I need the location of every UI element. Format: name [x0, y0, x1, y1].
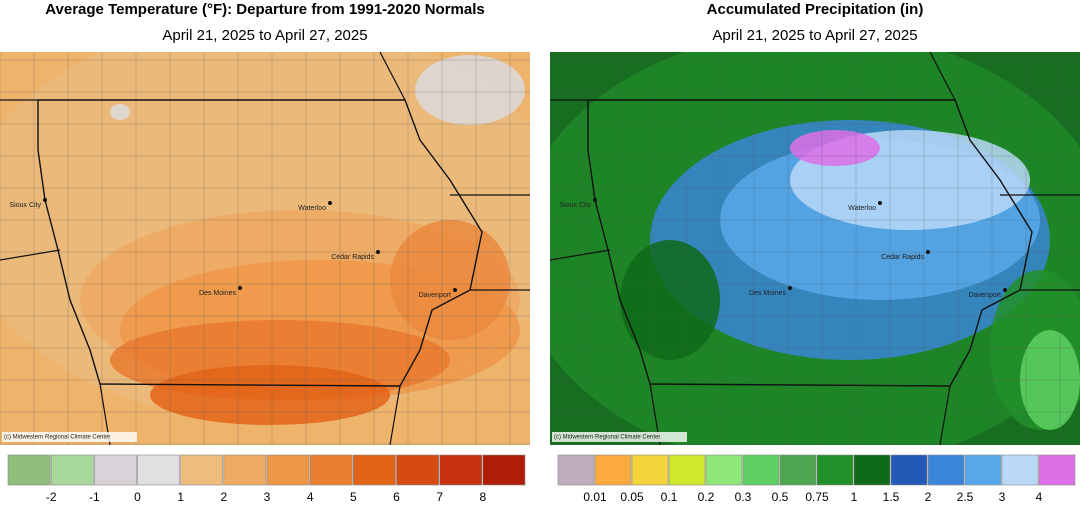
legend-label: 1.5 — [883, 490, 900, 504]
legend-swatch — [50, 454, 94, 486]
legend-swatch — [853, 454, 891, 486]
city-dot — [376, 250, 380, 254]
map-title: Average Temperature (°F): Departure from… — [45, 1, 485, 18]
shaded-area — [790, 130, 880, 166]
state-border — [37, 99, 483, 387]
map-panel: Accumulated Precipitation (in) April 21, … — [550, 1, 1080, 504]
map-title: Accumulated Precipitation (in) — [707, 1, 924, 18]
city-dot — [238, 286, 242, 290]
legend-label: 4 — [1036, 490, 1043, 504]
city-dot — [453, 288, 457, 292]
legend-label: 1 — [851, 490, 858, 504]
legend-swatch — [816, 454, 854, 486]
legend-label: 2 — [220, 490, 227, 504]
city-label: Des Moines — [199, 290, 236, 297]
legend-swatch — [266, 454, 310, 486]
legend-label: -1 — [89, 490, 100, 504]
legend-label: 0.01 — [583, 490, 607, 504]
legend-label: 0.05 — [620, 490, 644, 504]
shaded-area — [415, 55, 525, 125]
legend-swatch — [180, 454, 224, 486]
credit: (c) Midwestern Regional Climate Center — [554, 435, 660, 441]
map-panel: Average Temperature (°F): Departure from… — [0, 1, 530, 504]
legend-swatch — [309, 454, 353, 486]
state-border — [587, 99, 1033, 387]
legend-label: 0.3 — [735, 490, 752, 504]
city-dot — [593, 198, 597, 202]
legend-label: 2 — [925, 490, 932, 504]
legend-swatch — [668, 454, 706, 486]
map — [550, 52, 1080, 445]
shaded-area — [150, 365, 390, 425]
legend-swatch — [223, 454, 267, 486]
legend-swatch — [1038, 454, 1076, 486]
legend-label: 0.5 — [772, 490, 789, 504]
state-border — [0, 249, 61, 261]
city-dot — [788, 286, 792, 290]
city-label: Davenport — [969, 292, 1001, 299]
legend-swatch — [94, 454, 137, 486]
legend-swatch — [594, 454, 632, 486]
shaded-area — [110, 104, 130, 120]
state-border — [939, 385, 951, 445]
credit: (c) Midwestern Regional Climate Center — [4, 435, 110, 441]
city-label: Waterloo — [298, 205, 326, 212]
city-label: Cedar Rapids — [881, 254, 924, 261]
legend-swatch — [482, 454, 526, 486]
city-dot — [878, 201, 882, 205]
legend-label: 7 — [436, 490, 443, 504]
legend-label: 2.5 — [957, 490, 974, 504]
legend-swatch — [964, 454, 1002, 486]
city-label: Davenport — [419, 292, 451, 299]
city-label: Sioux City — [9, 202, 41, 209]
credit-box — [552, 432, 687, 442]
legend-label: 6 — [393, 490, 400, 504]
legend-swatch — [1001, 454, 1039, 486]
state-border — [379, 52, 406, 101]
legend-swatch — [439, 454, 483, 486]
legend-swatch — [396, 454, 439, 486]
map — [0, 52, 530, 445]
city-label: Cedar Rapids — [331, 254, 374, 261]
legend-swatch — [705, 454, 743, 486]
legend-swatch — [353, 454, 396, 486]
map-subtitle: April 21, 2025 to April 27, 2025 — [712, 27, 917, 44]
legend-swatch — [742, 454, 780, 486]
legend-label: 0 — [134, 490, 141, 504]
credit-box — [2, 432, 137, 442]
legend-swatch — [890, 454, 928, 486]
city-dot — [43, 198, 47, 202]
legend-swatch — [927, 454, 965, 486]
city-dot — [926, 250, 930, 254]
city-dot — [1003, 288, 1007, 292]
map-subtitle: April 21, 2025 to April 27, 2025 — [162, 27, 367, 44]
legend-label: 0.1 — [661, 490, 678, 504]
state-border — [929, 52, 956, 101]
legend-label: 8 — [479, 490, 486, 504]
state-border — [389, 385, 401, 445]
city-label: Sioux City — [559, 202, 591, 209]
legend-swatch — [779, 454, 817, 486]
legend-swatch — [7, 454, 51, 486]
legend-label: 5 — [350, 490, 357, 504]
legend-swatch — [557, 454, 595, 486]
legend-swatch — [137, 454, 180, 486]
legend-label: 0.75 — [805, 490, 829, 504]
city-dot — [328, 201, 332, 205]
state-border — [550, 249, 611, 261]
legend-label: -2 — [46, 490, 57, 504]
legend-label: 4 — [307, 490, 314, 504]
shaded-area — [620, 240, 720, 360]
legend-swatch — [631, 454, 669, 486]
legend-label: 3 — [999, 490, 1006, 504]
city-label: Des Moines — [749, 290, 786, 297]
legend-label: 0.2 — [698, 490, 715, 504]
city-label: Waterloo — [848, 205, 876, 212]
shaded-area — [390, 220, 510, 340]
legend-label: 1 — [177, 490, 184, 504]
legend-label: 3 — [264, 490, 271, 504]
